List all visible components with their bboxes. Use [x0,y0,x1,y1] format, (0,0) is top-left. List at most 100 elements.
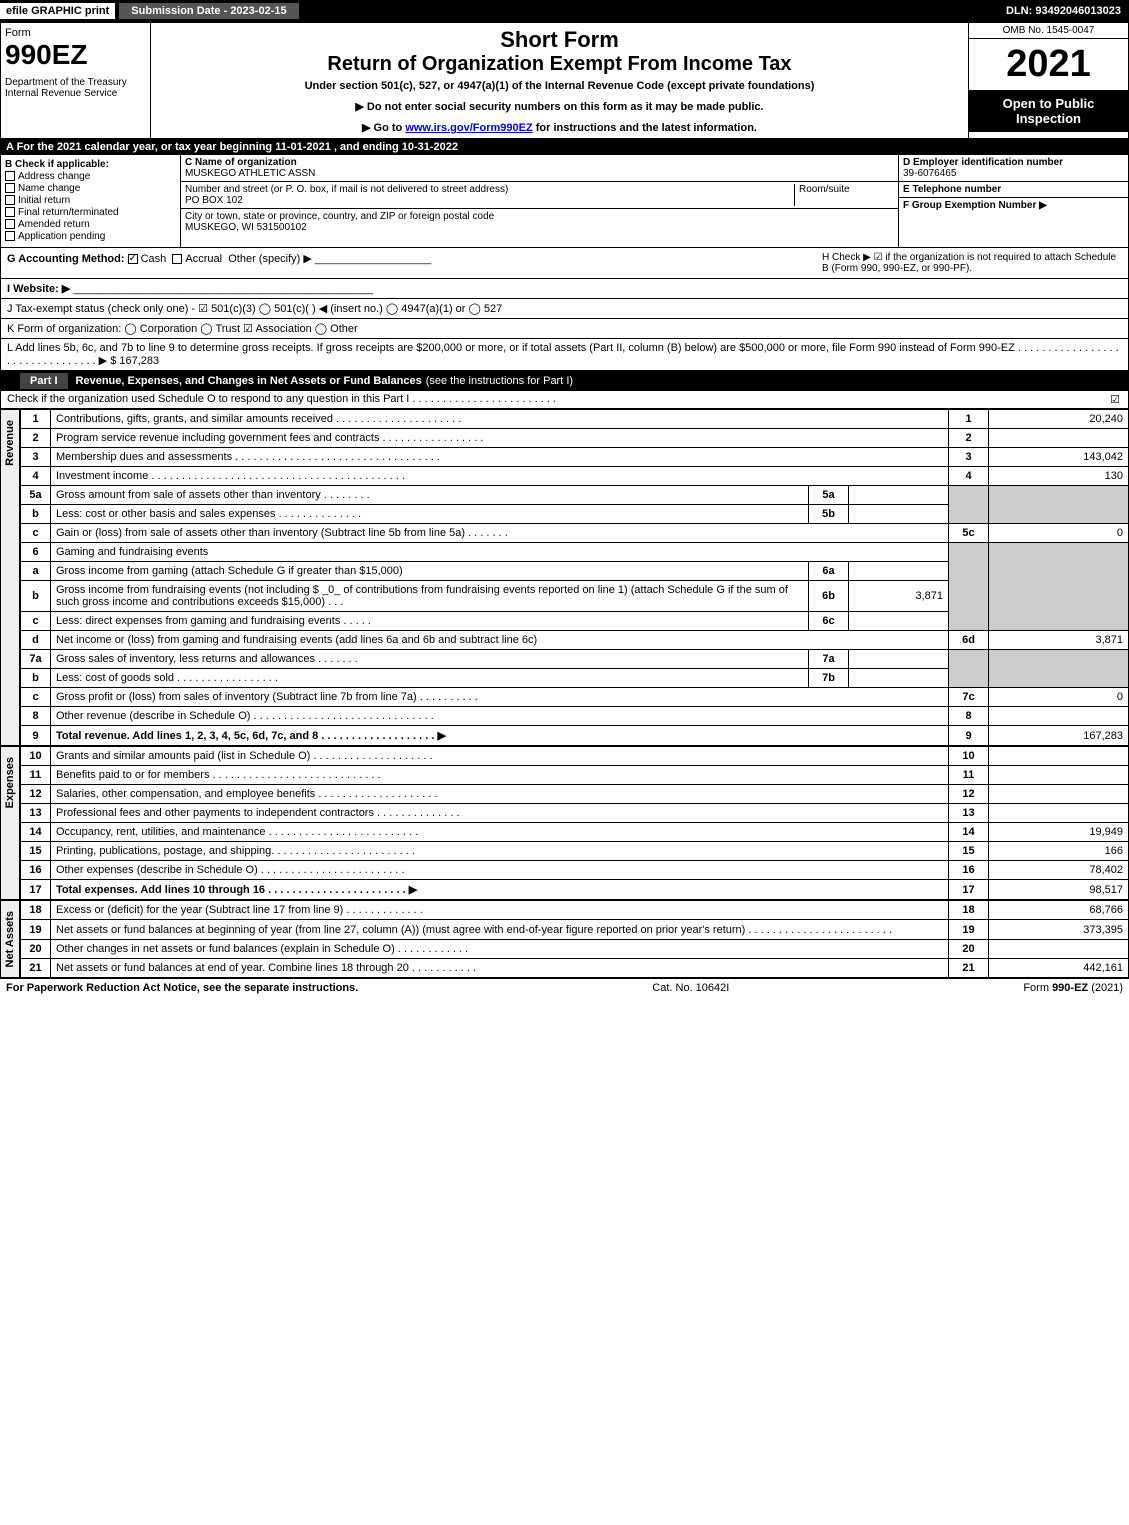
group-exemption-label: F Group Exemption Number ▶ [903,200,1124,211]
telephone-label: E Telephone number [903,184,1124,195]
city-label: City or town, state or province, country… [185,211,894,222]
page-footer: For Paperwork Reduction Act Notice, see … [0,978,1129,997]
header-left: Form 990EZ Department of the Treasury In… [1,23,151,138]
note2-pre: ▶ Go to [362,122,405,134]
address-change-checkbox[interactable]: Address change [5,171,176,182]
line-18: 18Excess or (deficit) for the year (Subt… [21,901,1129,920]
line-5a: 5aGross amount from sale of assets other… [21,486,1129,505]
line-2: 2Program service revenue including gover… [21,429,1129,448]
part-i-check-row: Check if the organization used Schedule … [0,391,1129,409]
application-pending-checkbox[interactable]: Application pending [5,231,176,242]
line-15: 15Printing, publications, postage, and s… [21,842,1129,861]
form-title: Return of Organization Exempt From Incom… [155,53,964,76]
submission-date: Submission Date - 2023-02-15 [119,3,298,19]
line-19: 19Net assets or fund balances at beginni… [21,920,1129,939]
row-k-form-org: K Form of organization: ◯ Corporation ◯ … [0,319,1129,339]
final-return-checkbox[interactable]: Final return/terminated [5,207,176,218]
line-14: 14Occupancy, rent, utilities, and mainte… [21,823,1129,842]
city-value: MUSKEGO, WI 531500102 [185,222,894,233]
amended-return-checkbox[interactable]: Amended return [5,219,176,230]
line-7c: cGross profit or (loss) from sales of in… [21,688,1129,707]
line-3: 3Membership dues and assessments . . . .… [21,448,1129,467]
line-5c: cGain or (loss) from sale of assets othe… [21,524,1129,543]
city-cell: City or town, state or province, country… [181,209,898,235]
short-form-title: Short Form [155,27,964,53]
org-name-label: C Name of organization [185,157,894,168]
top-bar: efile GRAPHIC print Submission Date - 20… [0,0,1129,22]
row-i-website: I Website: ▶ ___________________________… [0,279,1129,299]
part-i-check-text: Check if the organization used Schedule … [7,393,1108,406]
column-c: C Name of organization MUSKEGO ATHLETIC … [181,155,898,247]
part-i-label: Part I [20,373,68,389]
form-label: Form [5,27,146,39]
part-i-title: Revenue, Expenses, and Changes in Net As… [76,375,422,387]
line-4: 4Investment income . . . . . . . . . . .… [21,467,1129,486]
irs-link[interactable]: www.irs.gov/Form990EZ [405,122,532,134]
efile-label[interactable]: efile GRAPHIC print [0,3,115,19]
dln-number: DLN: 93492046013023 [1006,5,1129,17]
form-number: 990EZ [5,39,146,71]
netassets-vert-label: Net Assets [0,900,20,978]
column-def: D Employer identification number 39-6076… [898,155,1128,247]
line-6d: dNet income or (loss) from gaming and fu… [21,631,1129,650]
expenses-section: Expenses 10Grants and similar amounts pa… [0,746,1129,900]
line-11: 11Benefits paid to or for members . . . … [21,766,1129,785]
paperwork-notice: For Paperwork Reduction Act Notice, see … [6,982,358,994]
line-6: 6Gaming and fundraising events [21,543,1129,562]
street-label: Number and street (or P. O. box, if mail… [185,184,794,195]
line-16: 16Other expenses (describe in Schedule O… [21,861,1129,880]
row-g-h: G Accounting Method: Cash Accrual Other … [0,248,1129,279]
part-i-checked[interactable]: ☑ [1108,393,1122,406]
accrual-checkbox[interactable] [172,254,182,264]
catalog-number: Cat. No. 10642I [652,982,729,994]
revenue-table: 1Contributions, gifts, grants, and simil… [20,409,1129,746]
ein-value: 39-6076465 [903,168,1124,179]
department-label: Department of the Treasury Internal Reve… [5,77,146,99]
row-a-tax-year: A For the 2021 calendar year, or tax yea… [0,139,1129,155]
line-17: 17Total expenses. Add lines 10 through 1… [21,880,1129,900]
part-i-sub: (see the instructions for Part I) [426,375,573,387]
line-10: 10Grants and similar amounts paid (list … [21,747,1129,766]
org-name: MUSKEGO ATHLETIC ASSN [185,168,894,179]
line-9: 9Total revenue. Add lines 1, 2, 3, 4, 5c… [21,726,1129,746]
line-21: 21Net assets or fund balances at end of … [21,959,1129,978]
line-20: 20Other changes in net assets or fund ba… [21,939,1129,958]
check-if-applicable: B Check if applicable: [5,159,176,170]
ein-cell: D Employer identification number 39-6076… [899,155,1128,182]
header-right: OMB No. 1545-0047 2021 Open to Public In… [968,23,1128,138]
line-8: 8Other revenue (describe in Schedule O) … [21,707,1129,726]
omb-number: OMB No. 1545-0047 [969,23,1128,39]
part-i-header: Part I Revenue, Expenses, and Changes in… [0,371,1129,391]
ssn-warning: ▶ Do not enter social security numbers o… [155,100,964,113]
telephone-cell: E Telephone number [899,182,1128,198]
expenses-vert-label: Expenses [0,746,20,900]
group-exemption-cell: F Group Exemption Number ▶ [899,198,1128,213]
line-12: 12Salaries, other compensation, and empl… [21,785,1129,804]
street-value: PO BOX 102 [185,195,794,206]
note2-post: for instructions and the latest informat… [533,122,757,134]
expenses-table: 10Grants and similar amounts paid (list … [20,746,1129,900]
website-label: I Website: ▶ [7,283,70,295]
schedule-b-check: H Check ▶ ☑ if the organization is not r… [822,252,1122,274]
street-cell: Number and street (or P. O. box, if mail… [181,182,898,209]
open-inspection: Open to Public Inspection [969,90,1128,132]
header-mid: Short Form Return of Organization Exempt… [151,23,968,138]
cash-checkbox[interactable] [128,254,138,264]
revenue-vert-label: Revenue [0,409,20,746]
form-ref: Form 990-EZ (2021) [1023,982,1123,994]
revenue-section: Revenue 1Contributions, gifts, grants, a… [0,409,1129,746]
org-name-cell: C Name of organization MUSKEGO ATHLETIC … [181,155,898,182]
section-bcdef: B Check if applicable: Address change Na… [0,155,1129,248]
netassets-section: Net Assets 18Excess or (deficit) for the… [0,900,1129,978]
column-b: B Check if applicable: Address change Na… [1,155,181,247]
row-l-gross-receipts: L Add lines 5b, 6c, and 7b to line 9 to … [0,339,1129,371]
ein-label: D Employer identification number [903,157,1124,168]
initial-return-checkbox[interactable]: Initial return [5,195,176,206]
name-change-checkbox[interactable]: Name change [5,183,176,194]
form-header: Form 990EZ Department of the Treasury In… [0,22,1129,139]
instructions-link-row: ▶ Go to www.irs.gov/Form990EZ for instru… [155,121,964,134]
row-j-tax-exempt: J Tax-exempt status (check only one) - ☑… [0,299,1129,319]
line-7a: 7aGross sales of inventory, less returns… [21,650,1129,669]
form-subtitle: Under section 501(c), 527, or 4947(a)(1)… [155,80,964,92]
tax-year: 2021 [969,39,1128,90]
